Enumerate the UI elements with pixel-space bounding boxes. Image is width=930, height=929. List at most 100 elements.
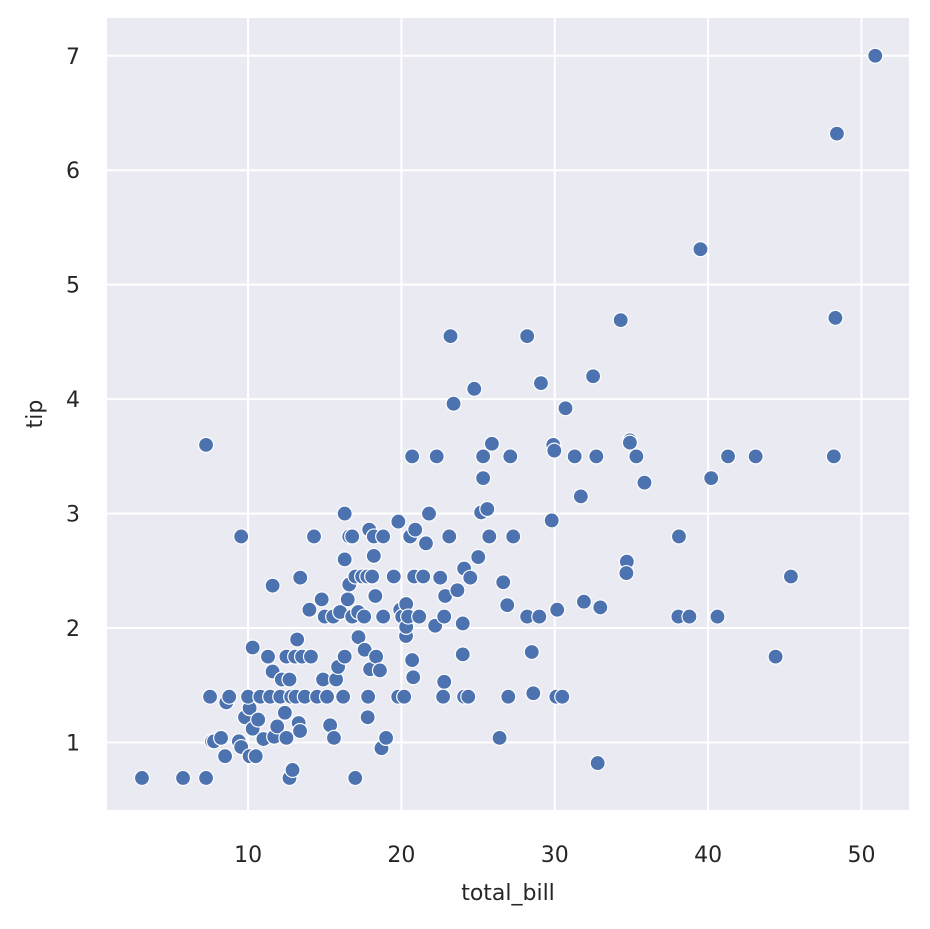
point bbox=[470, 548, 487, 566]
point bbox=[432, 569, 449, 586]
point bbox=[364, 568, 381, 585]
point bbox=[417, 535, 435, 552]
point bbox=[867, 47, 884, 64]
y-axis-label: tip bbox=[23, 400, 48, 429]
point bbox=[325, 729, 343, 746]
point bbox=[441, 528, 458, 545]
point bbox=[428, 448, 445, 465]
point bbox=[390, 513, 407, 530]
point bbox=[442, 328, 459, 345]
point bbox=[454, 615, 471, 632]
point bbox=[491, 729, 508, 746]
point bbox=[460, 688, 477, 705]
point bbox=[618, 564, 635, 582]
point bbox=[525, 685, 542, 702]
point bbox=[585, 368, 602, 385]
point bbox=[628, 448, 645, 465]
point bbox=[356, 608, 373, 625]
point bbox=[670, 528, 688, 545]
points bbox=[133, 47, 884, 787]
point bbox=[589, 754, 606, 772]
point bbox=[500, 688, 517, 705]
x-axis-label: total_bill bbox=[461, 881, 555, 906]
point bbox=[449, 582, 466, 599]
point bbox=[407, 521, 424, 538]
point bbox=[278, 729, 295, 746]
point bbox=[483, 435, 500, 452]
point bbox=[543, 512, 560, 529]
point bbox=[546, 442, 563, 459]
point bbox=[212, 729, 230, 746]
point bbox=[566, 448, 583, 465]
point bbox=[276, 704, 293, 721]
point bbox=[371, 662, 389, 679]
point bbox=[259, 648, 277, 665]
point bbox=[318, 688, 336, 705]
point bbox=[291, 722, 309, 740]
point bbox=[719, 448, 737, 465]
point bbox=[549, 601, 566, 618]
point bbox=[404, 651, 421, 669]
point bbox=[636, 474, 653, 491]
y-tick-label: 6 bbox=[66, 159, 80, 184]
point bbox=[692, 241, 709, 258]
point bbox=[479, 500, 496, 518]
point bbox=[475, 469, 492, 487]
y-tick-label: 1 bbox=[66, 731, 80, 756]
point bbox=[133, 769, 151, 787]
point bbox=[575, 593, 593, 610]
point bbox=[454, 646, 471, 663]
point bbox=[420, 505, 438, 522]
point bbox=[347, 769, 364, 787]
x-tick-label: 20 bbox=[387, 843, 415, 868]
point bbox=[827, 309, 844, 326]
point bbox=[336, 505, 353, 522]
point bbox=[592, 599, 609, 616]
point bbox=[436, 608, 453, 625]
point bbox=[360, 688, 377, 705]
point bbox=[405, 669, 422, 686]
point bbox=[377, 729, 395, 746]
point bbox=[335, 688, 352, 705]
point bbox=[462, 569, 479, 586]
point bbox=[767, 648, 784, 665]
point bbox=[612, 312, 629, 329]
point bbox=[344, 528, 361, 545]
point bbox=[404, 448, 421, 465]
plot-background bbox=[107, 18, 909, 810]
point bbox=[264, 577, 281, 594]
point bbox=[385, 568, 402, 585]
point bbox=[703, 469, 720, 487]
point bbox=[621, 434, 639, 451]
point bbox=[828, 125, 846, 142]
point bbox=[250, 711, 267, 728]
point bbox=[495, 574, 512, 591]
point bbox=[289, 631, 306, 648]
point bbox=[221, 688, 238, 705]
point bbox=[475, 448, 492, 465]
point bbox=[747, 448, 764, 465]
point bbox=[523, 643, 540, 661]
point bbox=[359, 709, 376, 726]
point bbox=[557, 400, 574, 417]
point bbox=[302, 648, 320, 665]
point bbox=[505, 528, 522, 545]
point bbox=[396, 688, 413, 705]
point bbox=[445, 395, 462, 412]
point bbox=[499, 597, 516, 614]
point bbox=[336, 648, 353, 665]
point bbox=[572, 488, 589, 505]
point bbox=[292, 569, 309, 586]
point bbox=[411, 608, 428, 625]
y-tick-label: 2 bbox=[66, 617, 80, 642]
point bbox=[481, 528, 498, 545]
point bbox=[375, 528, 392, 545]
point bbox=[305, 528, 323, 545]
x-tick-label: 10 bbox=[234, 843, 262, 868]
point bbox=[367, 587, 384, 605]
point bbox=[519, 328, 536, 345]
point bbox=[233, 528, 250, 545]
point bbox=[301, 601, 318, 618]
